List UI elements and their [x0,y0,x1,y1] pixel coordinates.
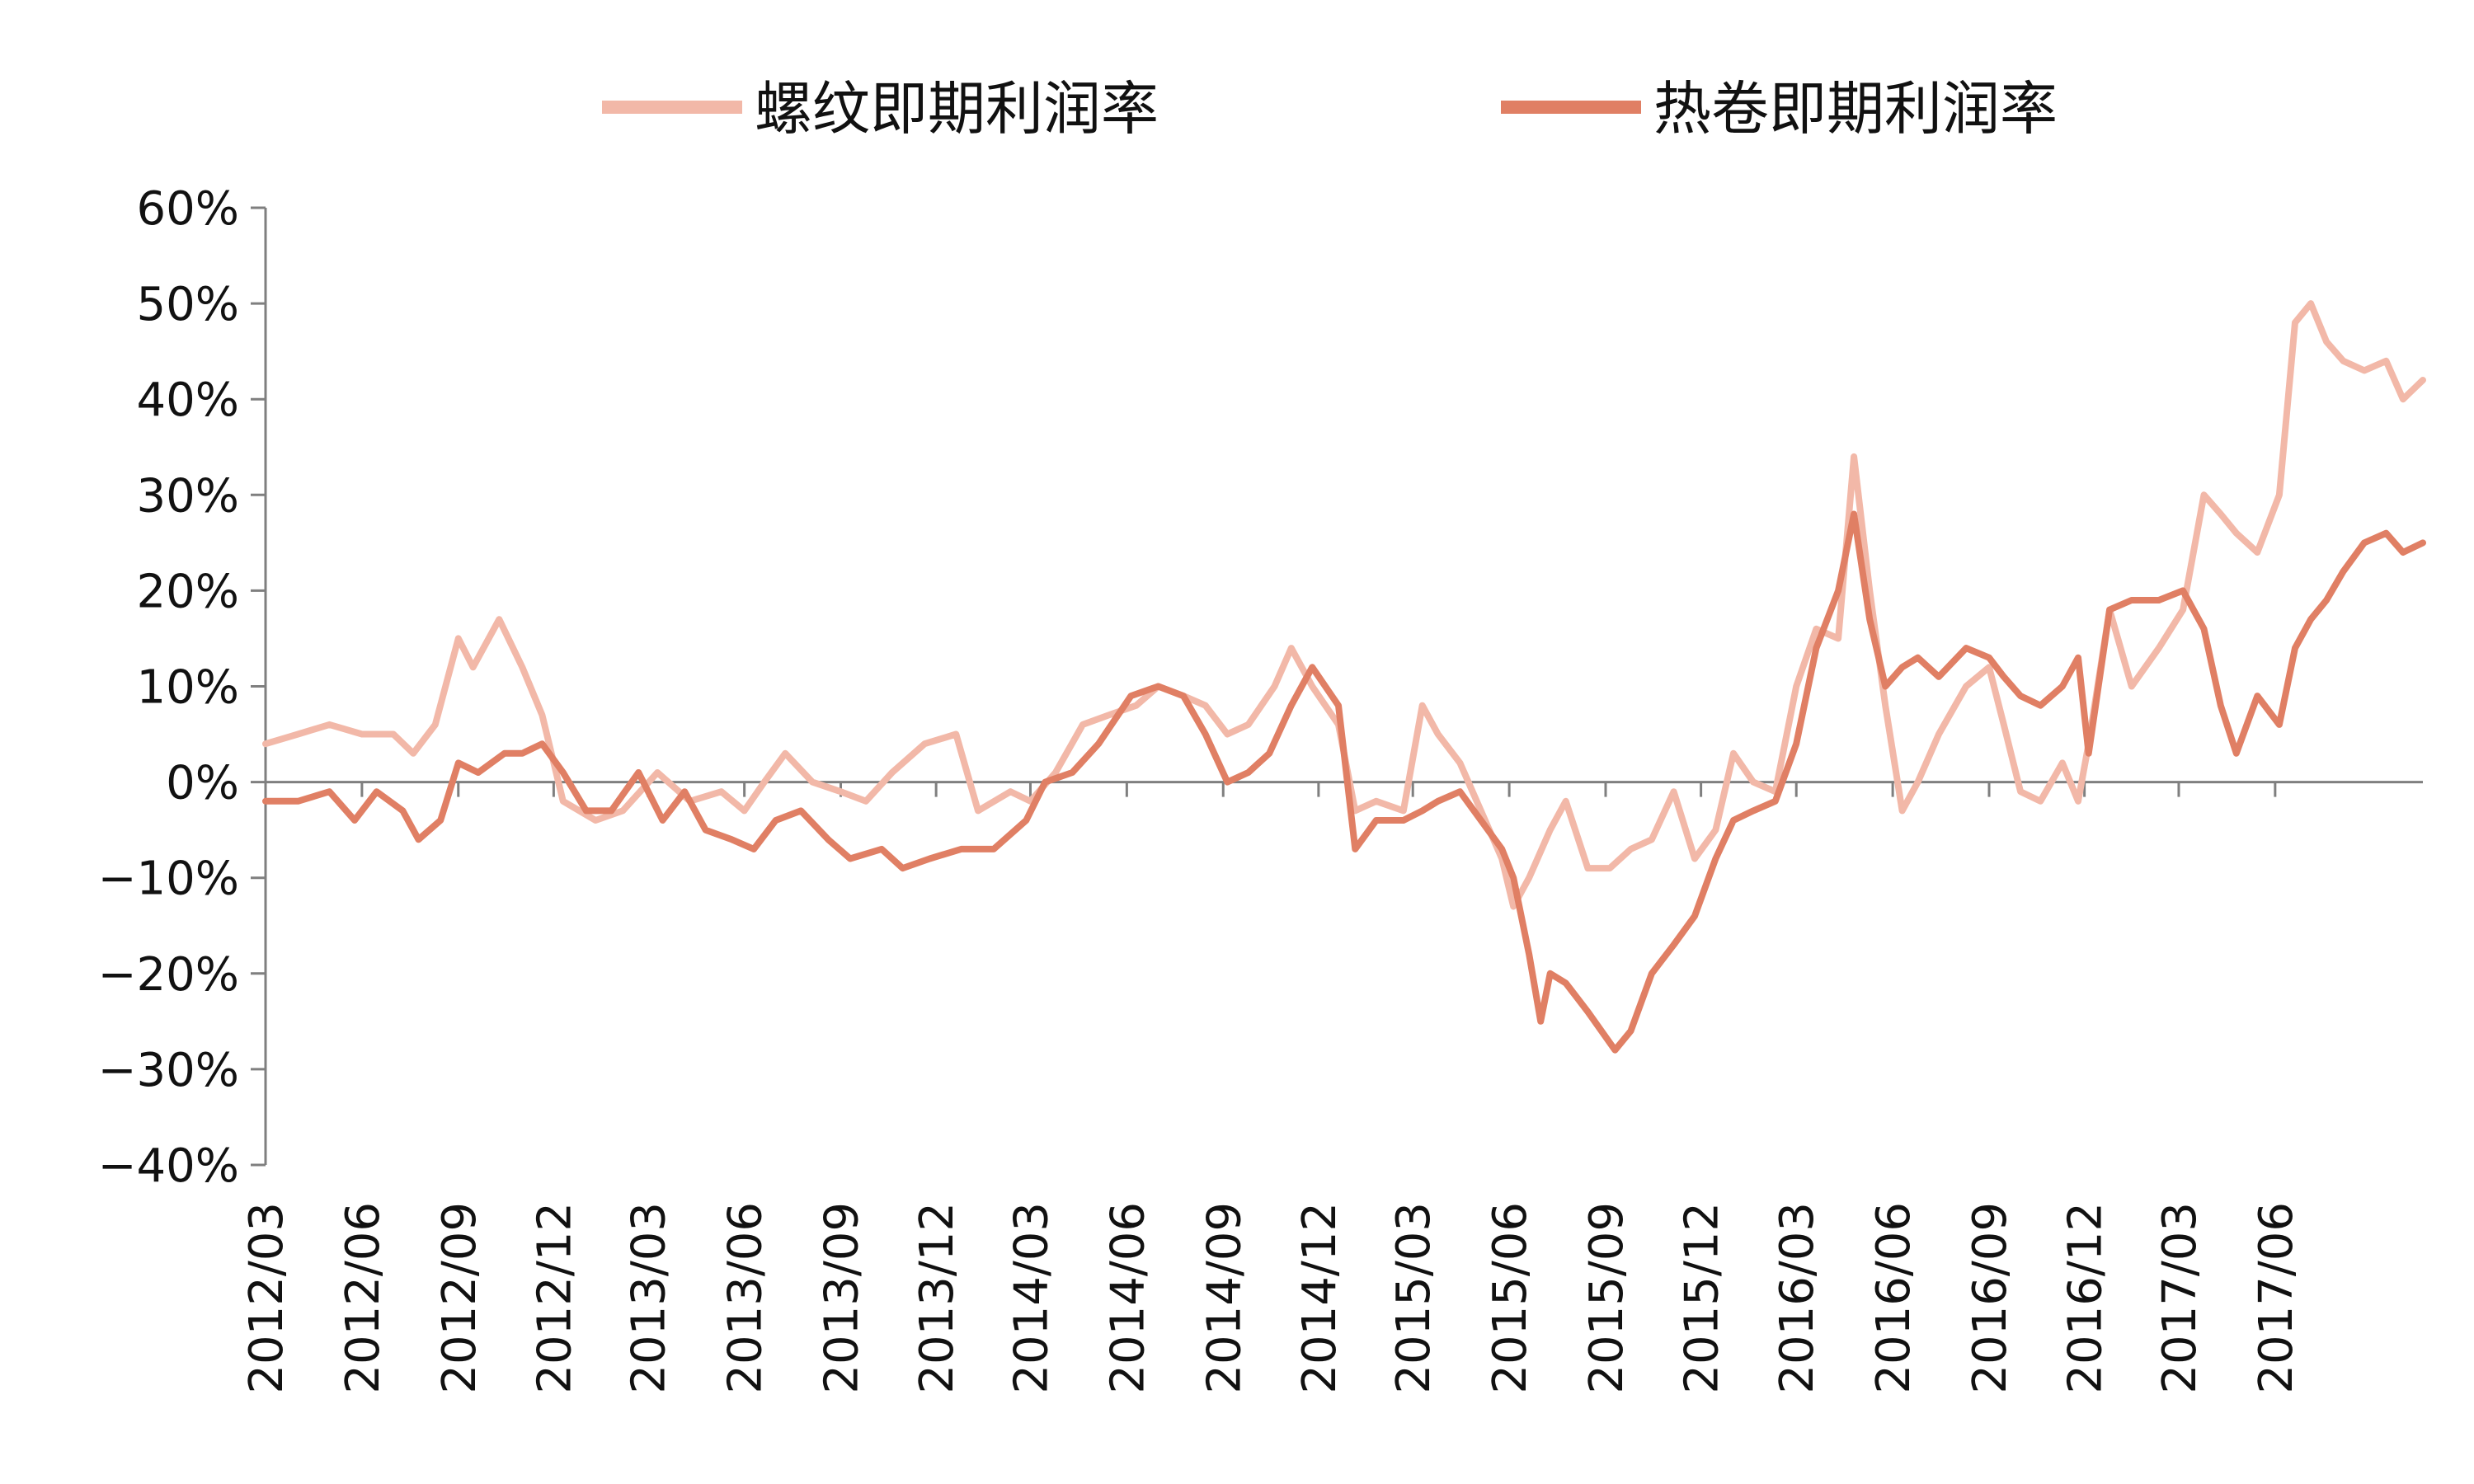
y-tick-label: −10% [98,852,239,906]
x-tick-label: 2012/06 [336,1202,390,1394]
x-tick-label: 2017/03 [2153,1202,2207,1394]
x-tick-label: 2014/03 [1004,1202,1058,1394]
x-tick-label: 2012/03 [240,1202,294,1394]
y-tick-label: 40% [137,373,239,427]
y-tick-label: −40% [98,1139,239,1193]
x-tick-label: 2013/12 [910,1202,964,1394]
legend-item-rebar: 螺纹即期利润率 [602,75,1159,143]
x-tick-label: 2012/09 [433,1202,487,1394]
y-tick-label: 30% [137,469,239,523]
x-tick-label: 2016/06 [1867,1202,1921,1394]
x-tick-label: 2016/09 [1964,1202,2017,1394]
legend-label-hot-coil: 热卷即期利润率 [1653,75,2058,143]
y-tick-label: −30% [98,1044,239,1097]
x-tick-label: 2015/06 [1484,1202,1537,1394]
series-layer [262,300,2426,1054]
y-tick-label: 60% [137,182,239,236]
x-tick-label: 2015/03 [1387,1202,1441,1394]
x-tick-label: 2014/09 [1197,1202,1251,1394]
x-tick-label: 2012/12 [528,1202,581,1394]
legend-label-rebar: 螺纹即期利润率 [755,75,1159,143]
series-line-rebar [262,300,2426,910]
x-tick-label: 2013/09 [816,1202,869,1394]
x-tick-label: 2013/06 [719,1202,773,1394]
y-tick-label: −20% [98,948,239,1002]
y-tick-label: 50% [137,278,239,331]
x-tick-label: 2016/03 [1771,1202,1824,1394]
x-tick-label: 2016/12 [2059,1202,2113,1394]
legend: 螺纹即期利润率 热卷即期利润率 [602,75,2058,143]
y-tick-label: 10% [137,661,239,715]
x-tick-label: 2015/12 [1676,1202,1729,1394]
x-tick-label: 2015/09 [1580,1202,1634,1394]
legend-item-hot-coil: 热卷即期利润率 [1501,75,2058,143]
x-tick-label: 2014/06 [1101,1202,1155,1394]
x-tick-label: 2017/06 [2250,1202,2303,1394]
series-line-hot-coil [262,510,2426,1054]
y-tick-label: 20% [137,565,239,618]
y-tick-label: 0% [166,757,239,810]
x-axis: 2012/03 2012/06 2012/09 2012/12 2013/03 2013/… [240,781,2423,1394]
x-tick-label: 2013/03 [623,1202,676,1394]
y-axis: 60% 50% 40% 30% 20% 10% 0% −10% −20% −30% −40% [98,182,267,1193]
x-tick-label: 2014/12 [1293,1202,1347,1394]
